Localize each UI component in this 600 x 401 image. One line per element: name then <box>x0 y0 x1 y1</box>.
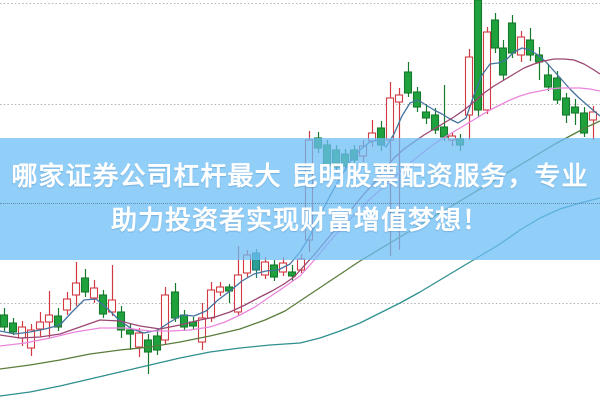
gridline-overlay <box>0 203 600 204</box>
banner-line-1: 哪家证券公司杠杆最大 昆明股票配资服务，专业 <box>11 162 589 192</box>
promo-banner: 哪家证券公司杠杆最大 昆明股票配资服务，专业 助力投资者实现财富增值梦想！ <box>0 138 600 260</box>
banner-line-2: 助力投资者实现财富增值梦想！ <box>110 206 489 236</box>
